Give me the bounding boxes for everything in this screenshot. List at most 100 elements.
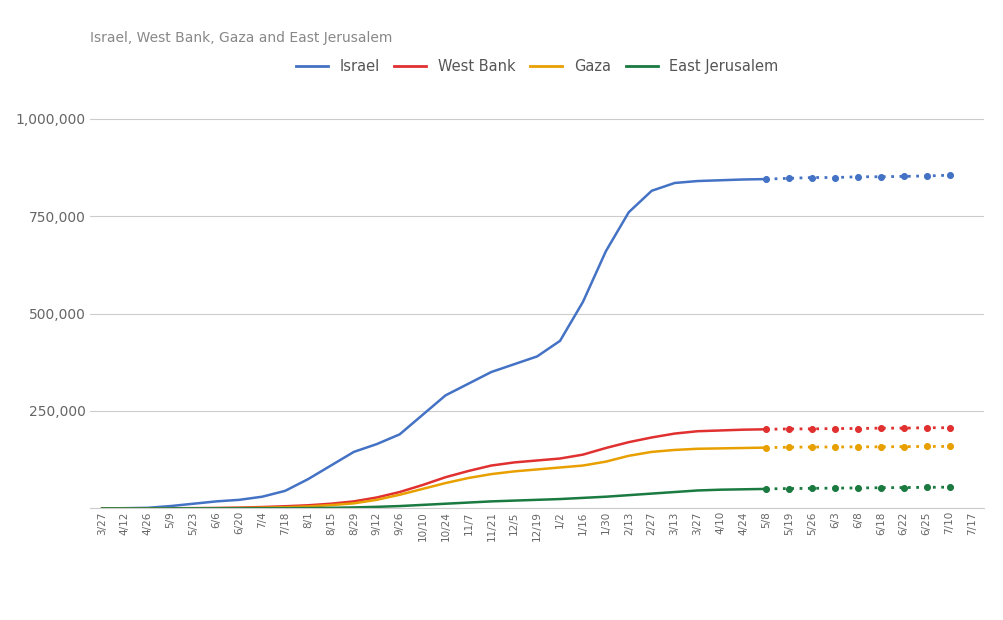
Israel [164, 502, 177, 510]
East Jerusalem [188, 505, 200, 512]
West Bank [759, 425, 771, 433]
Gaza [95, 505, 107, 512]
East Jerusalem [370, 503, 382, 510]
Israel [736, 175, 748, 183]
West Bank [554, 455, 566, 463]
Israel [256, 493, 268, 500]
Gaza [645, 448, 657, 456]
Gaza [554, 464, 566, 471]
West Bank [622, 438, 634, 446]
West Bank [302, 502, 314, 509]
Gaza [531, 466, 543, 473]
East Jerusalem [439, 500, 451, 507]
Line: East Jerusalem: East Jerusalem [101, 489, 765, 508]
West Bank [508, 459, 520, 466]
West Bank [439, 474, 451, 481]
Israel [279, 487, 291, 495]
Gaza [393, 491, 405, 498]
East Jerusalem [508, 497, 520, 504]
West Bank [531, 457, 543, 464]
West Bank [462, 467, 474, 475]
East Jerusalem [691, 487, 703, 494]
West Bank [188, 505, 200, 512]
Gaza [164, 505, 177, 512]
Gaza [668, 446, 680, 454]
East Jerusalem [325, 504, 337, 511]
Israel [462, 380, 474, 388]
Gaza [508, 467, 520, 475]
West Bank [347, 498, 359, 505]
East Jerusalem [531, 496, 543, 503]
West Bank [279, 503, 291, 510]
Line: Israel: Israel [101, 179, 765, 508]
West Bank [599, 445, 611, 452]
West Bank [645, 434, 657, 441]
Israel [211, 498, 223, 505]
West Bank [164, 505, 177, 512]
Gaza [118, 505, 130, 512]
Israel [554, 337, 566, 345]
East Jerusalem [736, 485, 748, 493]
Israel [233, 496, 245, 503]
Israel [599, 247, 611, 255]
Israel [668, 179, 680, 187]
West Bank [370, 494, 382, 501]
Gaza [599, 458, 611, 466]
East Jerusalem [164, 505, 177, 512]
East Jerusalem [233, 505, 245, 512]
Israel [370, 440, 382, 448]
Text: Israel, West Bank, Gaza and East Jerusalem: Israel, West Bank, Gaza and East Jerusal… [90, 31, 392, 45]
East Jerusalem [256, 505, 268, 512]
East Jerusalem [393, 502, 405, 510]
Gaza [325, 502, 337, 509]
West Bank [256, 503, 268, 511]
East Jerusalem [599, 493, 611, 500]
East Jerusalem [95, 505, 107, 512]
Gaza [759, 444, 771, 451]
Israel [141, 504, 153, 511]
Israel [325, 462, 337, 469]
West Bank [95, 505, 107, 512]
Israel [577, 298, 589, 306]
Line: West Bank: West Bank [101, 429, 765, 508]
Israel [508, 360, 520, 368]
West Bank [577, 451, 589, 458]
West Bank [736, 426, 748, 433]
Israel [347, 448, 359, 456]
Gaza [347, 500, 359, 507]
East Jerusalem [645, 490, 657, 497]
East Jerusalem [302, 504, 314, 511]
East Jerusalem [416, 501, 428, 508]
East Jerusalem [118, 505, 130, 512]
West Bank [393, 489, 405, 496]
Gaza [370, 496, 382, 503]
Gaza [577, 462, 589, 469]
Gaza [279, 503, 291, 511]
Israel [188, 500, 200, 507]
Line: Gaza: Gaza [101, 448, 765, 508]
East Jerusalem [622, 492, 634, 499]
Gaza [256, 504, 268, 511]
Israel [439, 392, 451, 399]
Gaza [233, 504, 245, 511]
East Jerusalem [554, 495, 566, 503]
East Jerusalem [347, 503, 359, 511]
West Bank [141, 505, 153, 512]
Gaza [141, 505, 153, 512]
Gaza [416, 485, 428, 493]
East Jerusalem [141, 505, 153, 512]
East Jerusalem [759, 485, 771, 493]
Gaza [462, 474, 474, 482]
Israel [691, 177, 703, 185]
Israel [484, 368, 496, 376]
Legend: Israel, West Bank, Gaza, East Jerusalem: Israel, West Bank, Gaza, East Jerusalem [290, 53, 783, 80]
West Bank [325, 500, 337, 507]
East Jerusalem [577, 494, 589, 502]
East Jerusalem [714, 486, 726, 494]
East Jerusalem [279, 505, 291, 512]
Gaza [439, 479, 451, 487]
West Bank [211, 504, 223, 511]
East Jerusalem [211, 505, 223, 512]
Gaza [714, 445, 726, 452]
Israel [393, 431, 405, 438]
